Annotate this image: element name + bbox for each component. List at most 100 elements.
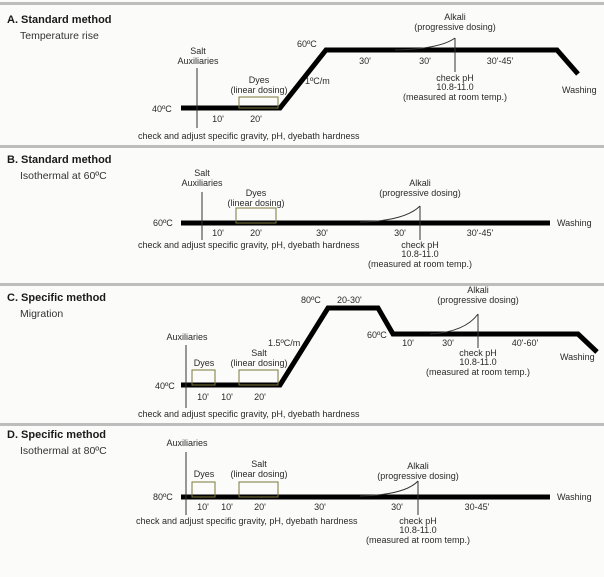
rate-label: 1ºC/m [305, 76, 330, 86]
dosing-label: (progressive dosing) [414, 22, 496, 32]
check-ph-label: check pH [459, 348, 497, 358]
alkali-dosing-curve [394, 37, 456, 51]
check-ph-label: check pH [399, 516, 437, 526]
washing-label: Washing [562, 85, 597, 95]
time-label: 30' [394, 228, 406, 238]
check-adjust-label: check and adjust specific gravity, pH, d… [138, 409, 360, 419]
panel-subtitle: Isothermal at 60ºC [20, 170, 107, 182]
time-label: 20' [254, 392, 266, 402]
time-label: 10' [402, 338, 414, 348]
time-label: 30'-45' [487, 56, 514, 66]
time-label: 30' [391, 502, 403, 512]
ph-range-label: 10.8-11.0 [399, 525, 436, 535]
dyes-label: Dyes [194, 358, 215, 368]
panel-subtitle: Isothermal at 80ºC [20, 445, 107, 457]
panel-b: B. Standard method Isothermal at 60ºC Sa… [7, 154, 592, 269]
temp-label: 40ºC [152, 104, 172, 114]
temp-label: 60ºC [153, 218, 173, 228]
check-adjust-label: check and adjust specific gravity, pH, d… [138, 240, 360, 250]
time-label: 30' [359, 56, 371, 66]
ph-range-label: 10.8-11.0 [401, 249, 438, 259]
auxiliaries-label: Auxiliaries [166, 438, 208, 448]
divider [0, 423, 604, 426]
alkali-label: Alkali [467, 285, 489, 295]
divider [0, 145, 604, 148]
time-label: 30-45' [465, 502, 490, 512]
ph-note-label: (measured at room temp.) [403, 92, 507, 102]
salt-label: Salt [251, 348, 267, 358]
dyes-label: Dyes [249, 75, 270, 85]
dosing-label: (linear dosing) [227, 198, 284, 208]
time-label: 30' [442, 338, 454, 348]
rate-label: 1.5ºC/m [268, 338, 300, 348]
time-label: 10' [197, 392, 209, 402]
dosing-label: (linear dosing) [230, 358, 287, 368]
dyes-box [191, 481, 216, 498]
dosing-label: (progressive dosing) [437, 295, 519, 305]
ph-note-label: (measured at room temp.) [368, 259, 472, 269]
divider [0, 2, 604, 5]
time-label: 30' [419, 56, 431, 66]
dyes-dosing-box [235, 207, 277, 224]
alkali-dosing-curve [359, 205, 421, 223]
check-adjust-label: check and adjust specific gravity, pH, d… [138, 131, 360, 141]
time-label: 20-30' [337, 295, 362, 305]
time-label: 20' [254, 502, 266, 512]
salt-dosing-box [238, 369, 279, 386]
time-label: 10' [221, 502, 233, 512]
washing-label: Washing [560, 352, 595, 362]
time-label: 40'-60' [512, 338, 539, 348]
dosing-label: (progressive dosing) [377, 471, 459, 481]
time-label: 10' [212, 114, 224, 124]
dyes-label: Dyes [194, 469, 215, 479]
time-label: 30'-45' [467, 228, 494, 238]
panel-subtitle: Temperature rise [20, 30, 99, 42]
time-label: 10' [197, 502, 209, 512]
auxiliaries-label: Auxiliaries [181, 178, 223, 188]
alkali-label: Alkali [407, 461, 429, 471]
washing-label: Washing [557, 218, 592, 228]
panel-subtitle: Migration [20, 308, 63, 320]
salt-label: Salt [190, 46, 206, 56]
check-ph-label: check pH [401, 240, 439, 250]
panel-d: D. Specific method Isothermal at 80ºC Au… [7, 429, 592, 545]
time-label: 10' [221, 392, 233, 402]
check-ph-label: check pH [436, 73, 474, 83]
ph-note-label: (measured at room temp.) [426, 367, 530, 377]
dosing-label: (progressive dosing) [379, 188, 461, 198]
temperature-profile [181, 305, 599, 388]
dyes-box [191, 369, 216, 386]
salt-label: Salt [194, 168, 210, 178]
alkali-label: Alkali [409, 178, 431, 188]
temp-label: 60ºC [297, 39, 317, 49]
time-label: 30' [314, 502, 326, 512]
ph-note-label: (measured at room temp.) [366, 535, 470, 545]
temp-label: 40ºC [155, 381, 175, 391]
alkali-dosing-curve [429, 313, 479, 335]
ph-range-label: 10.8-11.0 [459, 357, 496, 367]
check-adjust-label: check and adjust specific gravity, pH, d… [136, 516, 358, 526]
divider [0, 283, 604, 286]
panel-title: B. Standard method [7, 154, 112, 166]
ph-range-label: 10.8-11.0 [436, 82, 473, 92]
panel-title: A. Standard method [7, 14, 112, 26]
dyes-label: Dyes [246, 188, 267, 198]
panel-c: C. Specific method Migration Auxiliaries… [7, 285, 599, 419]
temp-label: 80ºC [301, 295, 321, 305]
washing-label: Washing [557, 492, 592, 502]
auxiliaries-label: Auxiliaries [177, 56, 219, 66]
time-label: 10' [212, 228, 224, 238]
auxiliaries-label: Auxiliaries [166, 332, 208, 342]
temp-label: 60ºC [367, 330, 387, 340]
salt-dosing-box [238, 481, 279, 498]
time-label: 20' [250, 114, 262, 124]
salt-label: Salt [251, 459, 267, 469]
time-label: 30' [316, 228, 328, 238]
panel-title: C. Specific method [7, 292, 106, 304]
dosing-label: (linear dosing) [230, 85, 287, 95]
dosing-label: (linear dosing) [230, 469, 287, 479]
time-label: 20' [250, 228, 262, 238]
dyes-dosing-box [238, 96, 279, 109]
